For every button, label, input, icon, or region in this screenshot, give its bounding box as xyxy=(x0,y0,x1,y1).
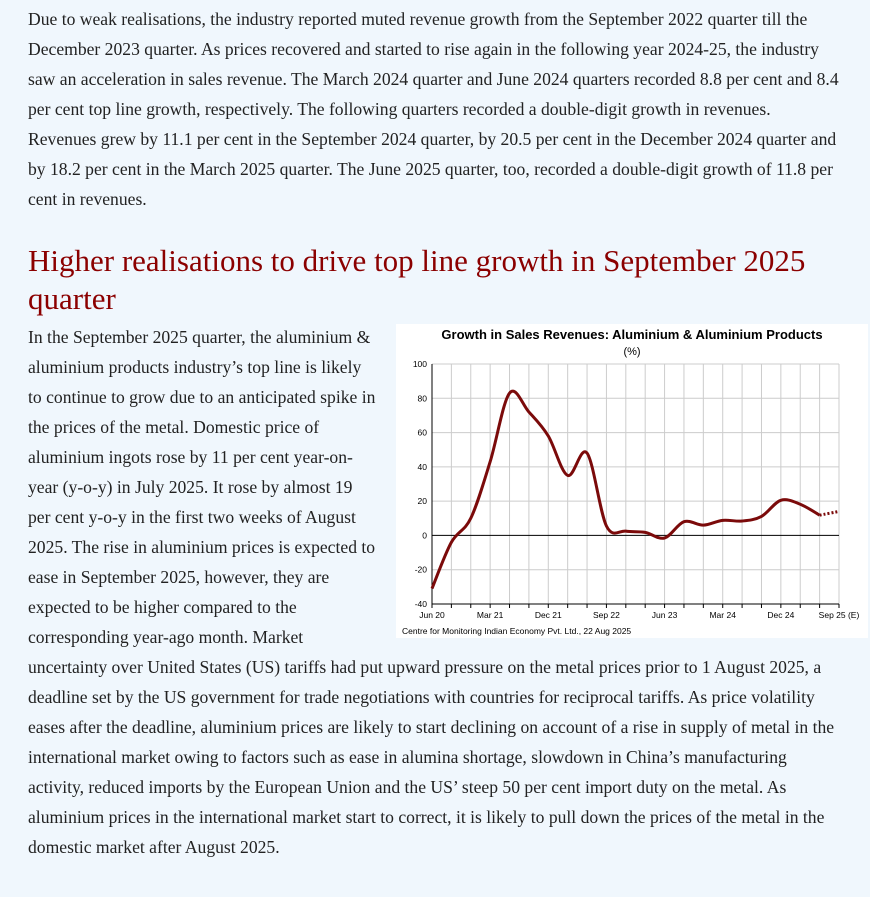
chart-svg: Growth in Sales Revenues: Aluminium & Al… xyxy=(402,327,860,636)
paragraph-outlook: In the September 2025 quarter, the alumi… xyxy=(28,327,835,857)
y-tick-label: 20 xyxy=(418,496,428,506)
y-tick-label: 0 xyxy=(422,530,427,540)
article: Due to weak realisations, the industry r… xyxy=(28,4,868,862)
sales-growth-chart: Growth in Sales Revenues: Aluminium & Al… xyxy=(396,324,868,638)
chart-source: Centre for Monitoring Indian Economy Pvt… xyxy=(402,626,631,636)
series-line-estimate xyxy=(819,509,840,517)
y-tick-label: 100 xyxy=(413,359,427,369)
y-tick-label: -20 xyxy=(415,565,428,575)
x-tick-label: Jun 23 xyxy=(652,610,678,620)
y-tick-label: 60 xyxy=(418,428,428,438)
section-heading: Higher realisations to drive top line gr… xyxy=(28,243,806,316)
paragraph-intro: Due to weak realisations, the industry r… xyxy=(28,9,839,209)
x-tick-label: Jun 20 xyxy=(419,610,445,620)
chart-subtitle: (%) xyxy=(623,346,640,358)
x-tick-label: Sep 22 xyxy=(593,610,620,620)
x-tick-label: Dec 21 xyxy=(535,610,562,620)
x-tick-label: Mar 24 xyxy=(709,610,736,620)
x-tick-label: Dec 24 xyxy=(767,610,794,620)
chart-title: Growth in Sales Revenues: Aluminium & Al… xyxy=(441,327,822,342)
y-tick-label: 80 xyxy=(418,393,428,403)
y-tick-label: -40 xyxy=(415,599,428,609)
x-tick-label: Sep 25 (E) xyxy=(819,610,860,620)
y-tick-label: 40 xyxy=(418,462,428,472)
x-tick-label: Mar 21 xyxy=(477,610,504,620)
